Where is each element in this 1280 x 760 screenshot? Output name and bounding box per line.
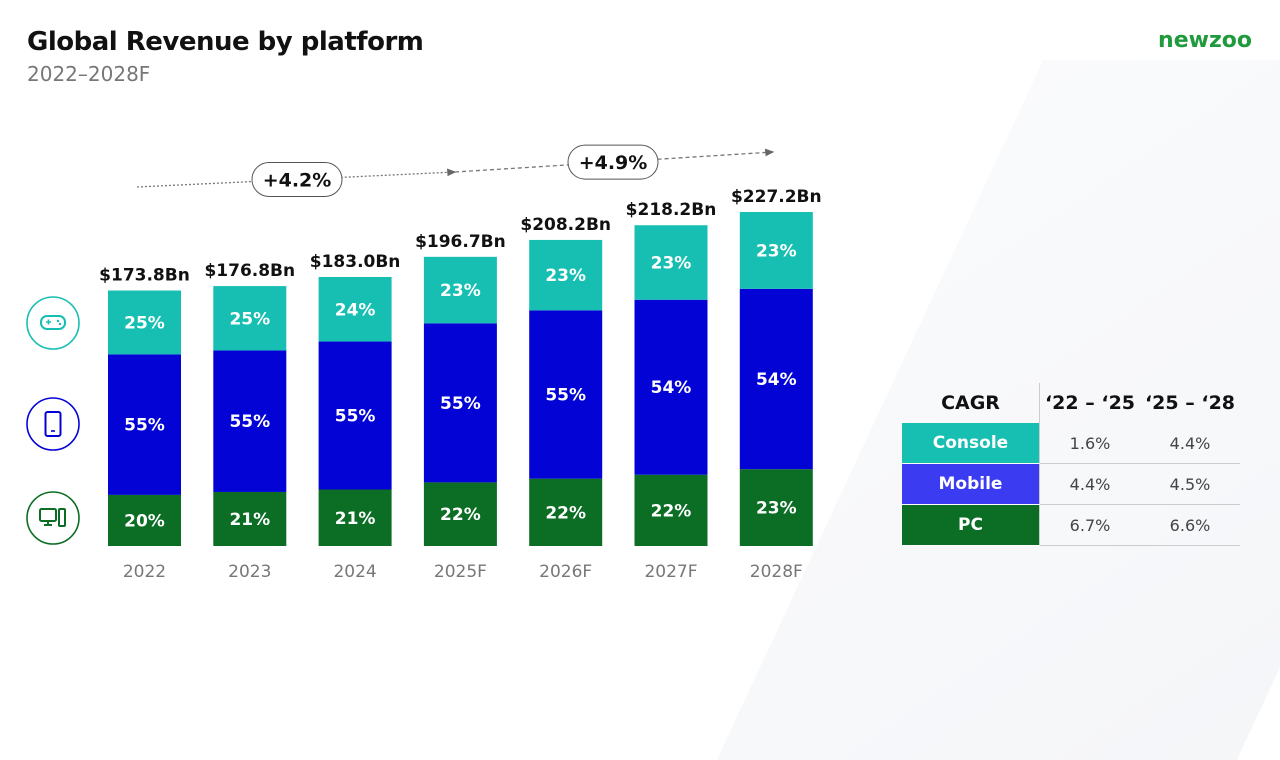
bar-segment-console	[318, 276, 392, 342]
bar-segment-mobile	[213, 350, 287, 492]
segment-label: 54%	[651, 378, 692, 398]
x-tick-label: 2028F	[750, 562, 803, 582]
bar-segment-console	[423, 256, 497, 324]
row-label: Console	[902, 423, 1040, 464]
x-tick-label: 2022	[123, 562, 166, 582]
x-tick-label: 2026F	[539, 562, 592, 582]
page-subtitle: 2022–2028F	[27, 62, 151, 86]
bar-segment-pc	[318, 489, 392, 546]
growth-badge	[251, 161, 343, 197]
segment-label: 54%	[756, 370, 797, 390]
cell: 4.5%	[1140, 463, 1240, 505]
segment-label: 23%	[545, 266, 586, 286]
segment-label: 23%	[756, 241, 797, 261]
total-label: $173.8Bn	[99, 266, 190, 286]
x-tick-label: 2025F	[434, 562, 487, 582]
total-label: $208.2Bn	[520, 215, 611, 235]
bar-segment-pc	[634, 474, 708, 546]
bar-segment-console	[634, 225, 708, 300]
bar-segment-pc	[108, 494, 181, 546]
segment-label: 22%	[440, 505, 481, 525]
segment-label: 25%	[124, 313, 165, 333]
desktop-pc-icon	[26, 491, 80, 545]
growth-annotations: +4.2% +4.9%	[136, 144, 775, 197]
bar-segment-console	[529, 239, 603, 311]
period-header-25-28: ‘25 – ‘28	[1144, 392, 1236, 414]
segment-label: 21%	[335, 509, 376, 529]
growth-label: +4.2%	[263, 169, 332, 191]
segment-label: 23%	[756, 499, 797, 519]
bar-segment-pc	[739, 469, 813, 546]
bar-segment-mobile	[739, 288, 813, 470]
segment-label: 55%	[229, 412, 270, 432]
segment-label: 25%	[229, 309, 270, 329]
growth-badge	[567, 144, 659, 180]
table-row-console: Console 1.6% 4.4%	[902, 423, 1240, 464]
cell: 4.4%	[1140, 423, 1240, 464]
page-title: Global Revenue by platform	[27, 27, 424, 57]
bar-segment-pc	[213, 491, 287, 546]
bar-segment-pc	[529, 478, 603, 546]
segment-label: 55%	[545, 385, 586, 405]
segment-label: 20%	[124, 511, 165, 531]
segment-label: 23%	[651, 253, 692, 273]
segment-label: 23%	[440, 281, 481, 301]
row-label: PC	[902, 504, 1040, 546]
x-tick-label: 2024	[333, 562, 376, 582]
period-header-22-25: ‘22 – ‘25	[1039, 383, 1140, 423]
x-tick-label: 2027F	[644, 562, 697, 582]
cagr-table: CAGR ‘22 – ‘25 ‘25 – ‘28 Console 1.6% 4.…	[902, 383, 1240, 546]
total-label: $218.2Bn	[626, 200, 717, 220]
cell: 1.6%	[1039, 423, 1140, 464]
segment-label: 24%	[335, 300, 376, 320]
cell: 4.4%	[1039, 463, 1140, 505]
bar-segment-mobile	[318, 341, 392, 490]
x-tick-label: 2023	[228, 562, 271, 582]
segment-label: 22%	[651, 501, 692, 521]
table-row-mobile: Mobile 4.4% 4.5%	[902, 463, 1240, 505]
total-label: $227.2Bn	[731, 187, 822, 207]
newzoo-logo: newzoo	[1158, 28, 1252, 53]
bar-segment-console	[213, 286, 287, 351]
cell: 6.7%	[1039, 504, 1140, 546]
stacked-bar-chart: +4.2% +4.9% 20% 55% 25% $173.8Bn 2022 21% 55% 25…	[26, 144, 822, 582]
total-label: $176.8Bn	[204, 261, 295, 281]
growth-label: +4.9%	[579, 152, 648, 174]
bar-segment-mobile	[423, 323, 497, 483]
growth-arrow	[136, 168, 457, 188]
table-row-pc: PC 6.7% 6.6%	[902, 504, 1240, 546]
bar-segment-mobile	[529, 310, 603, 479]
bar-segment-mobile	[108, 354, 181, 495]
segment-label: 55%	[440, 394, 481, 414]
total-label: $196.7Bn	[415, 232, 506, 252]
segment-label: 21%	[229, 510, 270, 530]
bar-segment-console	[108, 290, 181, 355]
total-label: $183.0Bn	[310, 252, 401, 272]
segment-label: 22%	[545, 503, 586, 523]
segment-label: 55%	[124, 416, 165, 436]
bar-segment-console	[739, 212, 813, 289]
smartphone-icon	[26, 397, 80, 451]
cell: 6.6%	[1140, 504, 1240, 546]
bars: 20% 55% 25% $173.8Bn 2022 21% 55% 25% $176.8Bn 20…	[99, 187, 821, 582]
cagr-header: CAGR	[941, 392, 1000, 414]
bar-segment-mobile	[634, 299, 708, 475]
gamepad-icon	[26, 296, 80, 350]
segment-label: 55%	[335, 407, 376, 427]
row-label: Mobile	[902, 463, 1040, 505]
bar-segment-pc	[423, 482, 497, 546]
